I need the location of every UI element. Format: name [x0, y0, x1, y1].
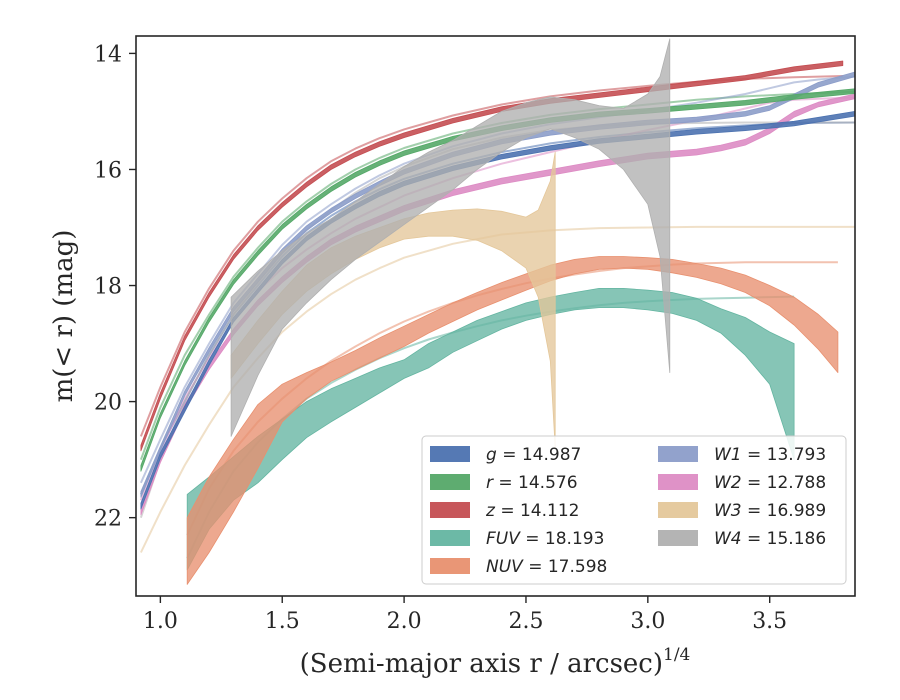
legend-label-z: z = 14.112: [485, 501, 579, 521]
legend-value-nuv: = 17.598: [523, 557, 608, 577]
legend-value-w1: = 13.793: [742, 445, 827, 465]
band-r: [140, 88, 855, 472]
plot-frame: [135, 35, 856, 597]
legend-swatch-r: [430, 474, 470, 490]
x-tick-label-0: 1.0: [143, 609, 178, 634]
band-w1: [140, 71, 855, 498]
y-tick-label-0: 14: [94, 42, 122, 67]
y-tick-label-1: 16: [94, 158, 122, 183]
x-tick-label-4: 3.0: [630, 609, 665, 634]
legend-name-w2: W2: [714, 473, 742, 493]
legend-name-fuv: FUV: [486, 529, 521, 549]
x-axis-title: (Semi-major axis r / arcsec)1/4: [300, 645, 691, 679]
legend-label-g: g = 14.987: [486, 445, 581, 465]
x-tick-label-2: 2.0: [387, 609, 422, 634]
legend-swatch-fuv: [430, 530, 470, 546]
model-line-1: [139, 90, 855, 460]
legend-value-w3: = 16.989: [742, 501, 827, 521]
legend-swatch-w1: [658, 446, 698, 462]
x-tick-label-1: 1.5: [265, 609, 300, 634]
band-nuv: [186, 256, 839, 585]
legend-label-nuv: NUV = 17.598: [486, 557, 607, 577]
legend-swatch-w3: [658, 502, 698, 518]
x-axis-title-exponent: 1/4: [663, 645, 690, 665]
y-tick-label-2: 18: [94, 275, 122, 300]
legend-name-r: r: [486, 473, 494, 493]
band-w4: [230, 38, 671, 437]
legend-value-w4: = 15.186: [742, 529, 827, 549]
legend-label-w4: W4 = 15.186: [714, 529, 826, 549]
legend-label-fuv: FUV = 18.193: [486, 529, 604, 549]
legend-name-g: g: [486, 445, 497, 465]
legend-swatch-nuv: [430, 558, 470, 574]
x-tick-label-3: 2.5: [508, 609, 543, 634]
legend-name-w1: W1: [714, 445, 742, 465]
legend-label-w2: W2 = 12.788: [714, 473, 826, 493]
legend-value-fuv: = 18.193: [520, 529, 605, 549]
y-axis-title: m(< r) (mag): [49, 230, 79, 403]
legend-name-w3: W3: [714, 501, 742, 521]
legend-label-w3: W3 = 16.989: [714, 501, 826, 521]
legend-frame: [421, 435, 847, 585]
legend-name-w4: W4: [714, 529, 742, 549]
legend-value-g: = 14.987: [497, 445, 582, 465]
y-tick-label-3: 20: [94, 391, 122, 416]
legend-value-z: = 14.112: [495, 501, 580, 521]
ticks-layer: 1.0 1.5 2.0 2.5 3.0 3.5 14 16 18 20 22: [94, 42, 787, 634]
legend-value-w2: = 12.788: [742, 473, 827, 493]
legend-swatch-g: [430, 446, 470, 462]
legend-label-w1: W1 = 13.793: [714, 445, 826, 465]
legend-label-r: r = 14.576: [486, 473, 578, 493]
legend-swatch-w4: [658, 530, 698, 546]
x-tick-label-5: 3.5: [752, 609, 787, 634]
model-line-7: [139, 225, 855, 553]
model-line-5: [139, 75, 855, 484]
x-axis-title-main: (Semi-major axis r / arcsec): [300, 649, 663, 679]
band-z: [140, 60, 844, 452]
legend-value-r: = 14.576: [493, 473, 578, 493]
series-layer: [139, 38, 855, 585]
legend-name-z: z: [485, 501, 496, 521]
y-tick-label-4: 22: [94, 507, 122, 532]
legend-name-nuv: NUV: [486, 557, 524, 577]
legend-swatch-z: [430, 502, 470, 518]
legend-swatch-w2: [658, 474, 698, 490]
